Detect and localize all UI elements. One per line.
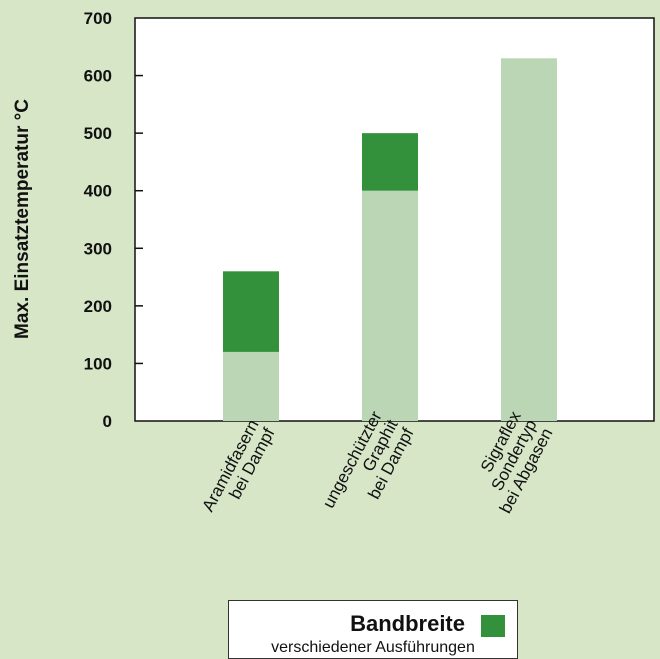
y-tick-label: 0 xyxy=(103,412,112,431)
y-tick-label: 600 xyxy=(84,67,112,86)
bar-segment xyxy=(362,133,418,191)
x-category-label: SigraflexSondertypbei Abgasen xyxy=(464,408,557,517)
x-category-label: ungeschützterGraphitbei Dampf xyxy=(319,408,418,528)
y-axis-label: Max. Einsatztemperatur °C xyxy=(12,99,33,339)
y-axis-ticks: 0 100 200 300 400 500 600 700 xyxy=(84,9,143,431)
bar-segment xyxy=(223,271,279,352)
bars xyxy=(223,58,557,422)
legend: Bandbreite verschiedener Ausführungen xyxy=(228,600,518,659)
legend-subtitle: verschiedener Ausführungen xyxy=(271,639,475,656)
y-tick-label: 100 xyxy=(84,354,112,373)
category-labels: Aramidfasernbei Dampf ungeschützterGraphi… xyxy=(198,408,557,528)
bar-segment xyxy=(223,351,279,421)
y-tick-label: 300 xyxy=(84,239,112,258)
y-tick-label: 500 xyxy=(84,124,112,143)
legend-title: Bandbreite xyxy=(350,611,465,636)
bar-chart: 0 100 200 300 400 500 600 700 Aramidfasernbei D… xyxy=(12,9,655,528)
bar-segment xyxy=(362,190,418,421)
legend-swatch xyxy=(481,615,505,637)
y-tick-label: 700 xyxy=(84,9,112,28)
x-category-label: Aramidfasernbei Dampf xyxy=(198,416,278,523)
bar-segment xyxy=(501,58,557,422)
y-tick-label: 200 xyxy=(84,297,112,316)
y-tick-label: 400 xyxy=(84,182,112,201)
